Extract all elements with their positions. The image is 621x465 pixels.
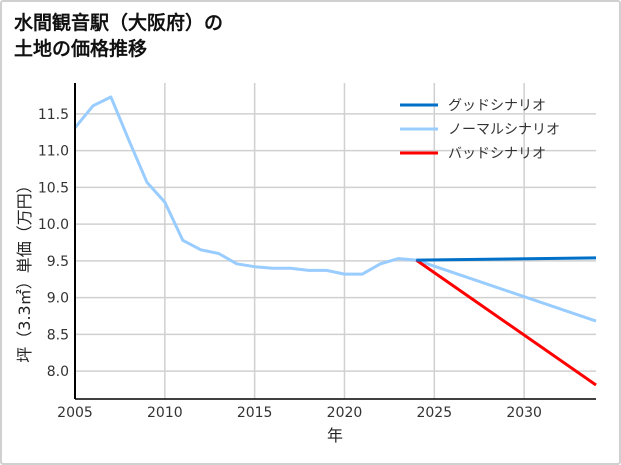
y-tick-label: 8.5 [47,327,69,343]
x-tick-label: 2030 [506,405,542,421]
x-tick-label: 2025 [416,405,452,421]
y-tick-label: 10.5 [38,180,69,196]
x-tick-label: 2005 [57,405,93,421]
x-tick-label: 2015 [237,405,273,421]
y-tick-label: 9.5 [47,254,69,270]
series-line-2 [73,95,597,323]
grid [75,83,596,399]
legend-label: グッドシナリオ [448,98,546,114]
legend-label: ノーマルシナリオ [448,122,560,138]
x-tick-label: 2010 [147,405,183,421]
chart-title-line2: 土地の価格推移 [14,38,148,60]
y-tick-label: 10.0 [38,217,69,233]
chart-title: 水間観音駅（大阪府）の 土地の価格推移 [14,10,223,62]
y-tick-label: 9.0 [47,291,69,307]
chart-title-line1: 水間観音駅（大阪府）の [14,12,224,34]
y-tick-label: 8.0 [47,364,69,380]
series-line-1 [416,256,597,262]
y-tick-label: 11.0 [38,144,69,160]
y-tick-label: 11.5 [38,107,69,123]
series-lines [73,95,597,387]
y-axis-label: 坪（3.3㎡）単価（万円） [15,177,34,362]
axes [74,83,596,400]
x-tick-label: 2020 [327,405,363,421]
legend-label: バッドシナリオ [448,146,546,162]
x-axis-label: 年 [327,426,343,445]
series-line-3 [415,258,597,387]
tick-labels: 2005 2010 2015 2020 2025 2030 8.0 8.5 9.0 9.5 10.0… [38,107,542,421]
